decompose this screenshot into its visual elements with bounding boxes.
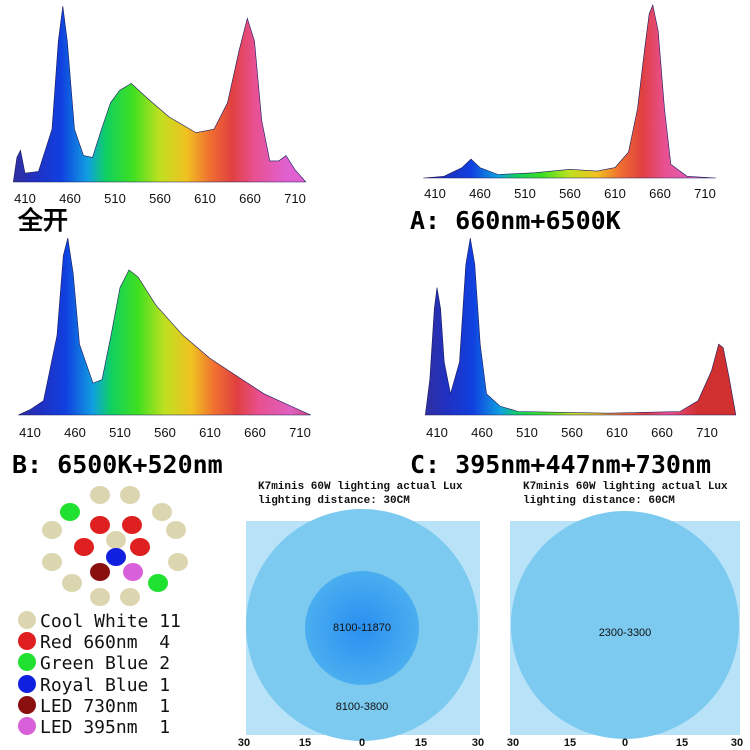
led-dot	[168, 553, 188, 571]
title-a: A: 660nm+6500K	[410, 206, 621, 235]
axis-tick: 15	[564, 737, 576, 749]
legend-swatch	[18, 611, 36, 629]
led-dot	[90, 486, 110, 504]
spectrum-area	[423, 3, 716, 179]
spectrum-area	[18, 237, 311, 416]
x-tick-label: 710	[284, 191, 306, 206]
x-tick-label: 710	[696, 425, 718, 440]
legend-label: Royal Blue 1	[40, 675, 170, 696]
x-tick-label: 610	[606, 425, 628, 440]
x-tick-label: 410	[19, 425, 41, 440]
legend-label: LED 395nm 1	[40, 717, 170, 738]
led-dot	[148, 574, 168, 592]
led-dot	[90, 588, 110, 606]
legend-label: Cool White 11	[40, 611, 181, 632]
spectrum-area	[12, 5, 307, 183]
legend-label: LED 730nm 1	[40, 696, 170, 717]
x-tick-label: 560	[559, 186, 581, 201]
x-tick-label: 660	[239, 191, 261, 206]
x-tick-label: 610	[194, 191, 216, 206]
x-tick-label: 410	[426, 425, 448, 440]
led-dot	[60, 503, 80, 521]
axis-tick: 30	[731, 737, 743, 749]
axis-tick: 15	[415, 737, 427, 749]
led-dot	[166, 521, 186, 539]
legend: Cool White 11 Red 660nm 4 Green Blue 2 R…	[18, 611, 181, 738]
x-tick-label: 510	[516, 425, 538, 440]
x-tick-label: 660	[244, 425, 266, 440]
led-dot	[106, 531, 126, 549]
led-dot	[152, 503, 172, 521]
led-dot	[90, 516, 110, 534]
lux-panel-60cm: K7minis 60W lighting actual Lux lighting…	[507, 481, 743, 749]
legend-swatch	[18, 717, 36, 735]
x-tick-label: 460	[469, 186, 491, 201]
led-dot	[106, 548, 126, 566]
title-full: 全开	[17, 206, 68, 235]
axis-tick: 30	[238, 737, 250, 749]
legend-swatch	[18, 632, 36, 650]
x-tick-label: 710	[694, 186, 716, 201]
legend-swatch	[18, 653, 36, 671]
zone	[511, 511, 739, 739]
lux-distance: lighting distance: 60CM	[523, 495, 675, 507]
led-dot	[74, 538, 94, 556]
x-tick-label: 610	[199, 425, 221, 440]
lux-distance: lighting distance: 30CM	[258, 495, 410, 507]
led-dot	[130, 538, 150, 556]
led-dot	[120, 486, 140, 504]
x-tick-label: 410	[14, 191, 36, 206]
led-dot	[122, 516, 142, 534]
spectrum-area	[424, 237, 737, 416]
led-dot	[123, 563, 143, 581]
led-dot	[90, 563, 110, 581]
x-tick-label: 460	[471, 425, 493, 440]
x-tick-label: 460	[64, 425, 86, 440]
axis-tick: 0	[622, 737, 628, 749]
x-tick-label: 460	[59, 191, 81, 206]
lux-title: K7minis 60W lighting actual Lux	[258, 481, 463, 493]
led-dot	[120, 588, 140, 606]
x-tick-label: 560	[561, 425, 583, 440]
inner-zone	[305, 571, 419, 685]
zone-label: 2300-3300	[599, 627, 652, 639]
led-dot	[42, 521, 62, 539]
x-tick-label: 510	[104, 191, 126, 206]
x-tick-label: 410	[424, 186, 446, 201]
axis-tick: 30	[472, 737, 484, 749]
outer-zone-label: 8100-3800	[336, 701, 389, 713]
x-tick-label: 660	[649, 186, 671, 201]
led-dot	[42, 553, 62, 571]
lux-panel-30cm: K7minis 60W lighting actual Lux lighting…	[238, 481, 484, 749]
x-tick-label: 660	[651, 425, 673, 440]
axis-tick: 15	[299, 737, 311, 749]
x-tick-label: 610	[604, 186, 626, 201]
title-b: B: 6500K+520nm	[12, 450, 223, 479]
x-tick-label: 710	[289, 425, 311, 440]
x-tick-label: 510	[514, 186, 536, 201]
lux-title: K7minis 60W lighting actual Lux	[523, 481, 728, 493]
led-layout	[42, 486, 188, 606]
x-tick-label: 560	[154, 425, 176, 440]
legend-label: Green Blue 2	[40, 653, 170, 674]
axis-tick: 0	[359, 737, 365, 749]
inner-zone-label: 8100-11870	[333, 622, 391, 634]
legend-swatch	[18, 675, 36, 693]
led-dot	[62, 574, 82, 592]
legend-swatch	[18, 696, 36, 714]
title-c: C: 395nm+447nm+730nm	[410, 450, 711, 479]
x-tick-label: 560	[149, 191, 171, 206]
legend-label: Red 660nm 4	[40, 632, 170, 653]
axis-tick: 15	[676, 737, 688, 749]
x-tick-label: 510	[109, 425, 131, 440]
axis-tick: 30	[507, 737, 519, 749]
